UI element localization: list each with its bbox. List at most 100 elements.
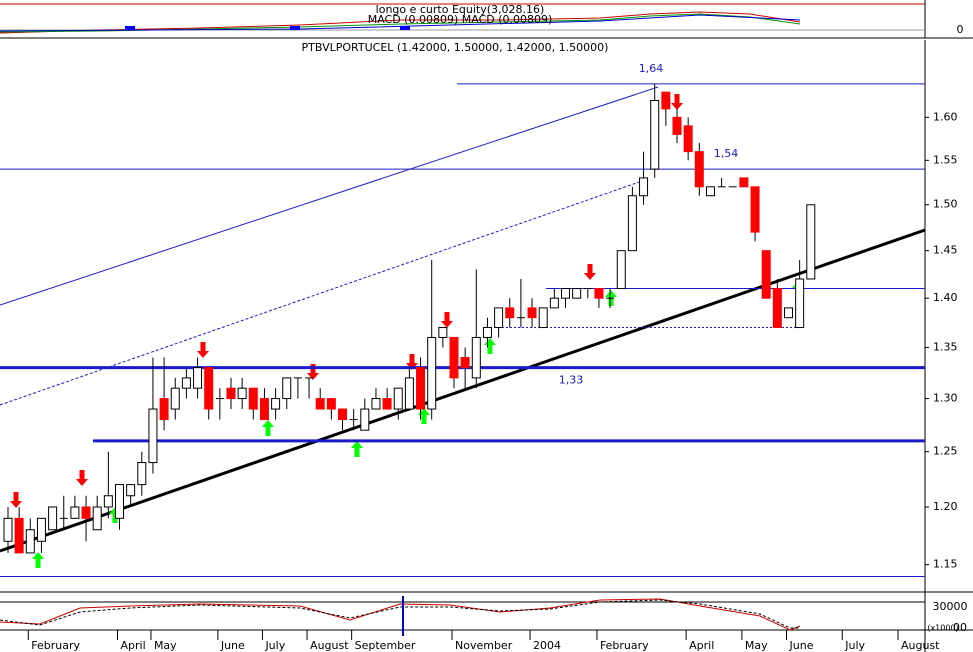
candle-body bbox=[371, 398, 381, 410]
candle-body bbox=[226, 387, 236, 400]
candle-body bbox=[739, 177, 749, 188]
candle-body bbox=[14, 517, 24, 554]
candle-body bbox=[404, 377, 414, 410]
candle-body bbox=[594, 288, 604, 299]
level-label: 1,64 bbox=[639, 62, 664, 75]
x-tick-label: May bbox=[154, 639, 177, 652]
panel-title: longo e curto Equity(3,028.16) bbox=[376, 3, 545, 16]
candle-body bbox=[460, 357, 470, 369]
x-tick-label: July bbox=[264, 639, 285, 652]
candle-body bbox=[639, 177, 649, 197]
candle-body bbox=[761, 250, 771, 299]
candle-body bbox=[315, 398, 325, 410]
level-label: 1,33 bbox=[559, 374, 584, 387]
y-tick-label: 1.15 bbox=[933, 558, 958, 571]
x-tick-label: April bbox=[689, 639, 714, 652]
x-tick-label: May bbox=[745, 639, 768, 652]
candle-body bbox=[259, 398, 269, 421]
candle-body bbox=[159, 398, 169, 421]
candle-body bbox=[527, 307, 537, 319]
axis-label: 30000 bbox=[933, 600, 968, 613]
x-tick-label: August bbox=[310, 639, 349, 652]
candle-body bbox=[282, 377, 292, 400]
panel-title: MACD (0.00809) MACD (0.00809) bbox=[368, 13, 553, 26]
candle-body bbox=[449, 336, 459, 379]
candle-body bbox=[427, 336, 437, 410]
candle-body bbox=[482, 327, 492, 338]
trend-line bbox=[0, 228, 926, 553]
candle-body bbox=[538, 307, 548, 329]
y-tick-label: 1.50 bbox=[933, 198, 958, 211]
x-tick-label: November bbox=[455, 639, 513, 652]
candle-body bbox=[795, 278, 805, 329]
y-tick-label: 1.25 bbox=[933, 445, 958, 458]
candle-body bbox=[672, 116, 682, 135]
candle-body bbox=[471, 336, 481, 379]
candle-body bbox=[248, 387, 258, 410]
x-tick-label: February bbox=[600, 639, 649, 652]
x-tick-label: June bbox=[220, 639, 245, 652]
candle-body bbox=[772, 288, 782, 329]
candle-body bbox=[115, 484, 124, 519]
x-tick-label: September bbox=[355, 639, 416, 652]
y-tick-label: 1.30 bbox=[933, 392, 958, 405]
x-tick-label: June bbox=[789, 639, 814, 652]
signals bbox=[10, 94, 804, 568]
candle-body bbox=[70, 506, 80, 519]
candle-body bbox=[784, 307, 793, 319]
y-tick-label: 1.40 bbox=[933, 291, 958, 304]
candle-body bbox=[193, 367, 203, 389]
x-tick-label: August bbox=[901, 639, 940, 652]
x-tick-label: April bbox=[121, 639, 146, 652]
candle-body bbox=[661, 91, 671, 110]
x-tick-label: 2004 bbox=[533, 639, 561, 652]
candle-body bbox=[505, 307, 515, 319]
candle-body bbox=[750, 186, 760, 233]
candle-body bbox=[126, 484, 136, 497]
channel-line bbox=[0, 179, 646, 406]
axis-label: 0 bbox=[957, 23, 964, 36]
candle-body bbox=[181, 377, 191, 389]
level-label: 1,54 bbox=[714, 147, 739, 160]
chart-title: PTBVLPORTUCEL (1.42000, 1.50000, 1.42000… bbox=[302, 41, 609, 54]
candle-body bbox=[148, 408, 158, 464]
candle-body bbox=[204, 367, 214, 410]
candle-body bbox=[326, 398, 336, 410]
x-tick-label: February bbox=[31, 639, 80, 652]
y-tick-label: 1.60 bbox=[933, 110, 958, 123]
candle-body bbox=[3, 517, 13, 542]
candle-body bbox=[81, 506, 91, 519]
bottom-panel: 30000 (x1000) 00 bbox=[0, 591, 973, 636]
candle-body bbox=[382, 398, 392, 410]
candle-body bbox=[271, 398, 281, 410]
y-tick-label: 1.35 bbox=[933, 340, 958, 353]
y-tick-label: 1.55 bbox=[933, 153, 958, 166]
candle-body bbox=[561, 288, 570, 299]
candle-body bbox=[572, 288, 582, 299]
candle-body bbox=[92, 506, 102, 531]
candle-body bbox=[170, 387, 180, 410]
top-panel: longo e curto Equity(3,028.16) MACD (0.0… bbox=[0, 0, 973, 39]
candle-body bbox=[549, 297, 559, 309]
candle-body bbox=[616, 250, 626, 290]
candle-body bbox=[237, 387, 247, 400]
candle-body bbox=[705, 186, 715, 197]
channel-line bbox=[0, 86, 659, 306]
axis-label: 00 bbox=[953, 621, 967, 634]
x-tick-label: July bbox=[844, 639, 865, 652]
candle-body bbox=[494, 307, 504, 329]
candle-body bbox=[338, 408, 347, 421]
candle-body bbox=[438, 327, 448, 338]
axis-label: (x1000) bbox=[927, 624, 958, 633]
y-tick-label: 1.45 bbox=[933, 244, 958, 257]
candle-body bbox=[137, 462, 147, 486]
candle-body bbox=[694, 151, 704, 188]
candle-body bbox=[683, 125, 693, 153]
y-tick-label: 1.20 bbox=[933, 500, 958, 513]
candle-body bbox=[36, 517, 46, 542]
candle-body bbox=[806, 204, 816, 280]
candle-body bbox=[103, 495, 113, 508]
candle-body bbox=[25, 529, 35, 554]
